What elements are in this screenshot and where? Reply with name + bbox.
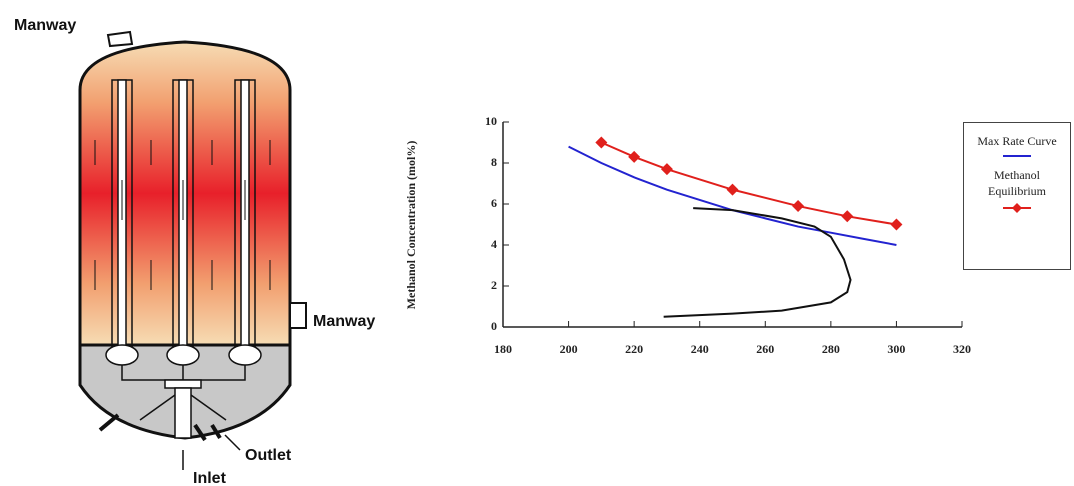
marker — [841, 210, 854, 223]
y-tick-label: 6 — [491, 196, 497, 210]
y-tick-label: 0 — [491, 319, 497, 333]
flow-arrows — [94, 140, 271, 290]
series-line — [568, 145, 897, 246]
y-tick-label: 4 — [491, 237, 497, 251]
reactor-diagram: Manway Manway Outlet Inlet — [14, 17, 375, 486]
legend-swatch — [1003, 155, 1031, 157]
legend-label: Max Rate Curve — [977, 134, 1057, 148]
x-tick-label: 200 — [560, 342, 578, 356]
legend-swatch — [1003, 203, 1031, 213]
x-tick-label: 280 — [822, 342, 840, 356]
x-tick-label: 240 — [691, 342, 709, 356]
label: Manway — [313, 313, 375, 330]
marker — [792, 200, 805, 213]
marker — [660, 163, 673, 176]
series-line — [600, 141, 897, 226]
x-tick-label: 180 — [494, 342, 512, 356]
label: Outlet — [245, 447, 292, 464]
x-tick-label: 300 — [887, 342, 905, 356]
marker — [628, 150, 641, 163]
marker — [890, 218, 903, 231]
x-tick-label: 220 — [625, 342, 643, 356]
marker — [726, 183, 739, 196]
legend-marker — [1012, 203, 1022, 213]
label: Manway — [14, 17, 76, 34]
pointer-lines — [182, 434, 241, 470]
marker — [595, 136, 608, 149]
legend: Max Rate Curve Methanol Equilibrium — [963, 122, 1071, 270]
y-tick-label: 8 — [491, 155, 497, 169]
side-nozzle — [289, 302, 307, 329]
x-tick-label: 320 — [953, 342, 971, 356]
top-nozzle — [106, 30, 134, 48]
label: Inlet — [193, 470, 227, 486]
x-tick-label: 260 — [756, 342, 774, 356]
series-line — [663, 207, 852, 318]
y-tick-label: 2 — [491, 278, 497, 292]
y-axis-label: Methanol Concentration (mol%) — [404, 141, 418, 310]
y-tick-label: 10 — [485, 114, 497, 128]
legend-label: Methanol Equilibrium — [988, 168, 1046, 198]
